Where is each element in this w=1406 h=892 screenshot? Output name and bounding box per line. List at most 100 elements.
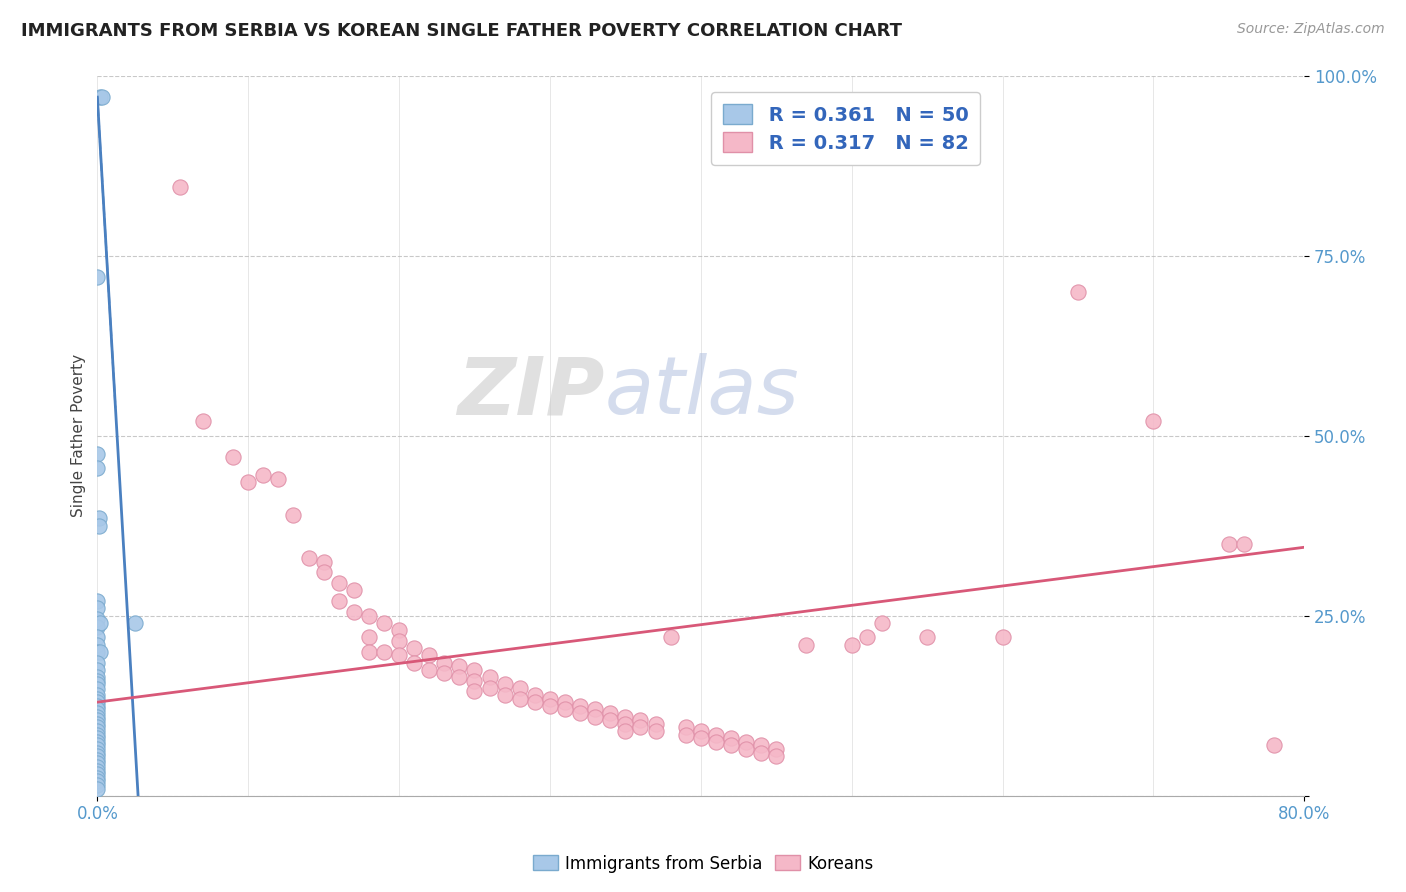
Koreans (222, 450, 245, 465)
Koreans (373, 615, 395, 630)
Koreans (169, 180, 191, 194)
Immigrants from Serbia (86, 270, 108, 285)
Immigrants from Serbia (86, 749, 108, 764)
Immigrants from Serbia (86, 638, 108, 652)
Immigrants from Serbia (86, 594, 108, 608)
Immigrants from Serbia (86, 767, 108, 781)
Immigrants from Serbia (87, 511, 110, 525)
Koreans (614, 709, 637, 723)
Koreans (659, 630, 682, 644)
Koreans (388, 648, 411, 663)
Koreans (523, 695, 546, 709)
Koreans (675, 720, 697, 734)
Koreans (267, 472, 290, 486)
Immigrants from Serbia (86, 771, 108, 785)
Koreans (704, 735, 727, 749)
Koreans (478, 670, 501, 684)
Immigrants from Serbia (89, 615, 111, 630)
Immigrants from Serbia (86, 663, 108, 677)
Immigrants from Serbia (86, 764, 108, 778)
Immigrants from Serbia (86, 677, 108, 691)
Immigrants from Serbia (86, 746, 108, 760)
Koreans (749, 746, 772, 760)
Koreans (765, 749, 787, 764)
Immigrants from Serbia (86, 774, 108, 789)
Immigrants from Serbia (86, 645, 108, 659)
Koreans (343, 583, 366, 598)
Immigrants from Serbia (124, 615, 146, 630)
Koreans (614, 723, 637, 738)
Koreans (418, 663, 440, 677)
Immigrants from Serbia (86, 781, 108, 796)
Koreans (373, 645, 395, 659)
Koreans (538, 698, 561, 713)
Koreans (1233, 537, 1256, 551)
Koreans (583, 709, 606, 723)
Koreans (720, 731, 742, 746)
Koreans (312, 555, 335, 569)
Koreans (689, 731, 711, 746)
Koreans (357, 645, 380, 659)
Immigrants from Serbia (86, 702, 108, 716)
Immigrants from Serbia (86, 688, 108, 702)
Immigrants from Serbia (86, 756, 108, 771)
Koreans (449, 659, 471, 673)
Koreans (855, 630, 877, 644)
Koreans (915, 630, 938, 644)
Immigrants from Serbia (86, 612, 108, 626)
Koreans (735, 742, 758, 756)
Koreans (509, 691, 531, 706)
Koreans (388, 623, 411, 637)
Legend:  R = 0.361   N = 50,  R = 0.317   N = 82: R = 0.361 N = 50, R = 0.317 N = 82 (711, 93, 980, 165)
Text: IMMIGRANTS FROM SERBIA VS KOREAN SINGLE FATHER POVERTY CORRELATION CHART: IMMIGRANTS FROM SERBIA VS KOREAN SINGLE … (21, 22, 903, 40)
Koreans (735, 735, 758, 749)
Koreans (614, 716, 637, 731)
Koreans (1067, 285, 1090, 299)
Immigrants from Serbia (86, 670, 108, 684)
Immigrants from Serbia (89, 90, 111, 104)
Immigrants from Serbia (86, 691, 108, 706)
Koreans (463, 673, 485, 688)
Immigrants from Serbia (86, 723, 108, 738)
Koreans (283, 508, 305, 522)
Immigrants from Serbia (86, 713, 108, 727)
Koreans (509, 681, 531, 695)
Koreans (388, 634, 411, 648)
Y-axis label: Single Father Poverty: Single Father Poverty (72, 354, 86, 517)
Koreans (404, 641, 426, 656)
Koreans (494, 677, 516, 691)
Immigrants from Serbia (86, 716, 108, 731)
Koreans (252, 468, 274, 483)
Koreans (463, 684, 485, 698)
Koreans (449, 670, 471, 684)
Immigrants from Serbia (86, 753, 108, 767)
Koreans (554, 702, 576, 716)
Koreans (569, 706, 592, 720)
Koreans (765, 742, 787, 756)
Koreans (720, 739, 742, 753)
Immigrants from Serbia (86, 778, 108, 792)
Koreans (644, 716, 666, 731)
Koreans (689, 723, 711, 738)
Immigrants from Serbia (89, 645, 111, 659)
Immigrants from Serbia (86, 673, 108, 688)
Immigrants from Serbia (86, 619, 108, 633)
Koreans (238, 475, 260, 490)
Koreans (630, 720, 652, 734)
Koreans (991, 630, 1014, 644)
Koreans (463, 663, 485, 677)
Koreans (583, 702, 606, 716)
Koreans (569, 698, 592, 713)
Koreans (870, 615, 893, 630)
Koreans (343, 605, 366, 619)
Immigrants from Serbia (86, 461, 108, 475)
Koreans (404, 656, 426, 670)
Immigrants from Serbia (86, 656, 108, 670)
Immigrants from Serbia (87, 518, 110, 533)
Koreans (328, 594, 350, 608)
Koreans (1263, 739, 1285, 753)
Immigrants from Serbia (86, 742, 108, 756)
Immigrants from Serbia (86, 709, 108, 723)
Koreans (312, 566, 335, 580)
Koreans (675, 727, 697, 741)
